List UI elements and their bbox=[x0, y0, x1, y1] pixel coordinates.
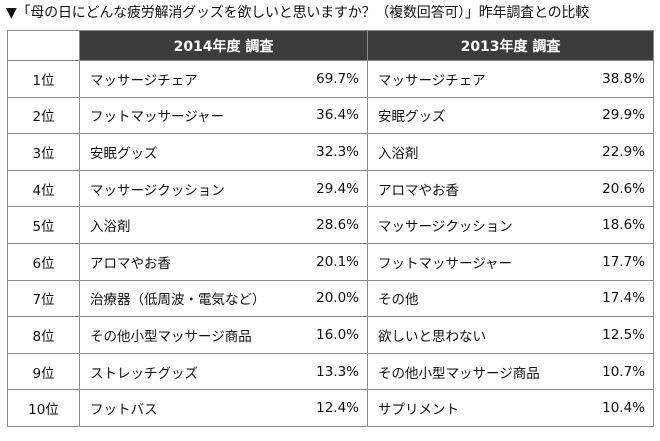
ranking-table: 2014年度 調査 2013年度 調査 1位 マッサージチェア 69.7% マッサージ… bbox=[7, 30, 654, 427]
pct-2014: 20.0% bbox=[301, 279, 368, 318]
rank-cell: 4位 bbox=[7, 169, 80, 208]
pct-2013: 20.6% bbox=[587, 169, 654, 208]
pct-2013: 10.7% bbox=[587, 352, 654, 391]
rank-cell: 9位 bbox=[7, 352, 80, 391]
table-row: 8位 その他小型マッサージ商品 16.0% 欲しいと思わない 12.5% bbox=[7, 316, 654, 354]
item-2013: その他 bbox=[367, 279, 588, 318]
table-caption: ▼「母の日にどんな疲労解消グッズを欲しいと思いますか？（複数回答可）」昨年調査と… bbox=[6, 5, 590, 21]
rank-cell: 5位 bbox=[7, 206, 80, 244]
pct-2013: 38.8% bbox=[587, 60, 654, 98]
pct-2013: 10.4% bbox=[587, 389, 654, 427]
header-row: 2014年度 調査 2013年度 調査 bbox=[7, 30, 654, 61]
pct-2013: 22.9% bbox=[587, 133, 654, 171]
item-2013: マッサージクッション bbox=[367, 206, 588, 244]
table-row: 9位 ストレッチグッズ 13.3% その他小型マッサージ商品 10.7% bbox=[7, 352, 654, 391]
item-2014: フットマッサージャー bbox=[79, 96, 302, 135]
table-row: 2位 フットマッサージャー 36.4% 安眠グッズ 29.9% bbox=[7, 96, 654, 135]
pct-2014: 13.3% bbox=[301, 352, 368, 391]
item-2013: サプリメント bbox=[367, 389, 588, 427]
item-2013: 欲しいと思わない bbox=[367, 316, 588, 354]
table-row: 1位 マッサージチェア 69.7% マッサージチェア 38.8% bbox=[7, 60, 654, 98]
table-row: 6位 アロマやお香 20.1% フットマッサージャー 17.7% bbox=[7, 242, 654, 281]
item-2014: アロマやお香 bbox=[79, 242, 302, 281]
pct-2014: 28.6% bbox=[301, 206, 368, 244]
item-2014: 安眠グッズ bbox=[79, 133, 302, 171]
item-2013: その他小型マッサージ商品 bbox=[367, 352, 588, 391]
pct-2014: 32.3% bbox=[301, 133, 368, 171]
table-row: 10位 フットバス 12.4% サプリメント 10.4% bbox=[7, 389, 654, 427]
rank-cell: 1位 bbox=[7, 60, 80, 98]
item-2014: ストレッチグッズ bbox=[79, 352, 302, 391]
item-2014: マッサージクッション bbox=[79, 169, 302, 208]
table-row: 4位 マッサージクッション 29.4% アロマやお香 20.6% bbox=[7, 169, 654, 208]
header-2013: 2013年度 調査 bbox=[367, 30, 654, 61]
item-2013: マッサージチェア bbox=[367, 60, 588, 98]
item-2013: 入浴剤 bbox=[367, 133, 588, 171]
rank-cell: 7位 bbox=[7, 279, 80, 318]
pct-2013: 18.6% bbox=[587, 206, 654, 244]
table-row: 5位 入浴剤 28.6% マッサージクッション 18.6% bbox=[7, 206, 654, 244]
item-2014: フットバス bbox=[79, 389, 302, 427]
item-2014: マッサージチェア bbox=[79, 60, 302, 98]
pct-2013: 17.7% bbox=[587, 242, 654, 281]
header-2014: 2014年度 調査 bbox=[79, 30, 368, 61]
pct-2014: 69.7% bbox=[301, 60, 368, 98]
item-2014: 治療器（低周波・電気など） bbox=[79, 279, 302, 318]
pct-2014: 12.4% bbox=[301, 389, 368, 427]
pct-2013: 17.4% bbox=[587, 279, 654, 318]
pct-2014: 36.4% bbox=[301, 96, 368, 135]
item-2013: 安眠グッズ bbox=[367, 96, 588, 135]
item-2014: 入浴剤 bbox=[79, 206, 302, 244]
rank-cell: 10位 bbox=[7, 389, 80, 427]
table-row: 3位 安眠グッズ 32.3% 入浴剤 22.9% bbox=[7, 133, 654, 171]
pct-2014: 29.4% bbox=[301, 169, 368, 208]
item-2013: フットマッサージャー bbox=[367, 242, 588, 281]
pct-2013: 12.5% bbox=[587, 316, 654, 354]
pct-2013: 29.9% bbox=[587, 96, 654, 135]
item-2013: アロマやお香 bbox=[367, 169, 588, 208]
rank-cell: 2位 bbox=[7, 96, 80, 135]
pct-2014: 16.0% bbox=[301, 316, 368, 354]
header-corner bbox=[7, 30, 80, 61]
item-2014: その他小型マッサージ商品 bbox=[79, 316, 302, 354]
rank-cell: 6位 bbox=[7, 242, 80, 281]
pct-2014: 20.1% bbox=[301, 242, 368, 281]
table-row: 7位 治療器（低周波・電気など） 20.0% その他 17.4% bbox=[7, 279, 654, 318]
rank-cell: 8位 bbox=[7, 316, 80, 354]
rank-cell: 3位 bbox=[7, 133, 80, 171]
